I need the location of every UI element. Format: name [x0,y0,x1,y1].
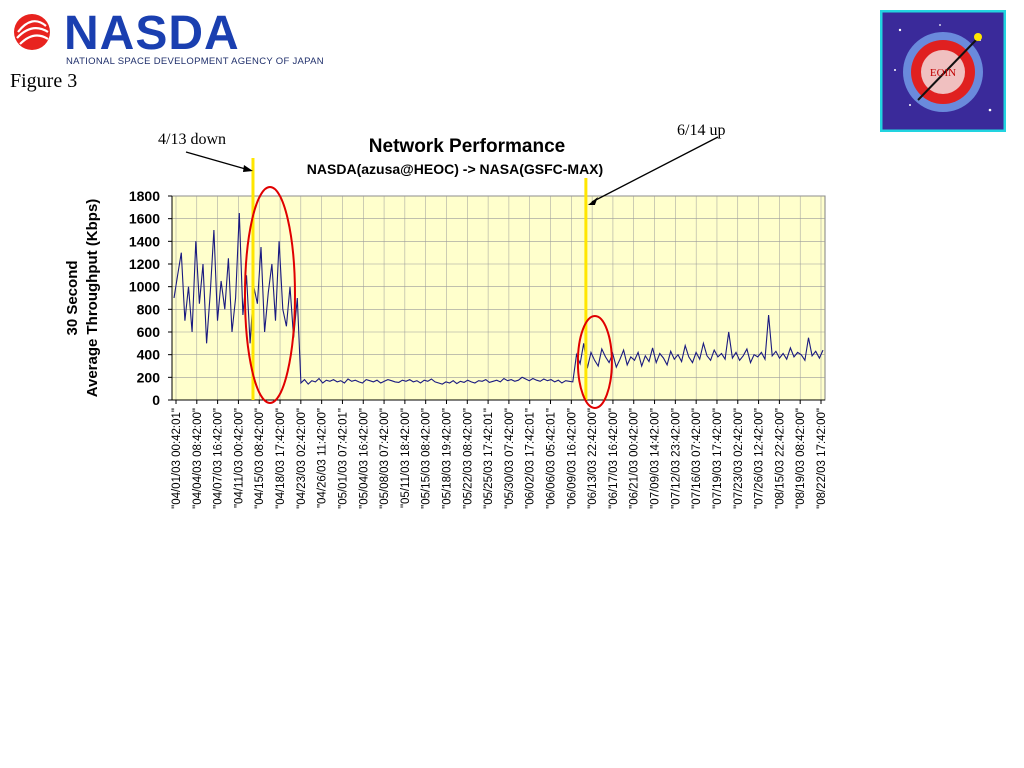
up-arrow-line [591,136,719,203]
up-arrow-head [587,197,598,205]
x-tick-label: "05/08/03 07:42:00" [379,408,391,509]
figure-label: Figure 3 [10,70,78,92]
y-tick-label: 400 [137,347,161,363]
x-tick-label: "05/01/03 07:42:01" [337,408,349,509]
y-axis-label-line1: 30 Second [64,260,81,335]
x-tick-label: "05/11/03 18:42:00" [400,408,412,508]
eoin-logo: EOIN [879,9,1007,133]
y-tick-label: 200 [137,369,161,385]
y-tick-label: 1000 [129,279,160,295]
x-tick-label: "04/18/03 17:42:00" [275,408,287,509]
up-annotation-label: 6/14 up [677,122,725,139]
down-arrow-line [185,151,250,171]
x-tick-label: "07/26/03 12:42:00" [754,408,766,509]
eoin-badge-text: EOIN [930,67,956,79]
nasda-logo: NASDA NATIONAL SPACE DEVELOPMENT AGENCY … [12,8,342,72]
up-highlight-ellipse [576,315,613,409]
x-tick-label: "06/06/03 05:42:01" [546,408,558,509]
x-tick-label: "04/07/03 16:42:00" [213,408,225,509]
x-tick-label: "07/23/03 02:42:00" [733,408,745,509]
x-tick-label: "05/22/03 08:42:00" [462,408,474,509]
x-tick-label: "05/04/03 16:42:00" [358,408,370,509]
x-tick-label: "07/09/03 14:42:00" [650,408,662,509]
x-tick-label: "06/02/03 17:42:01" [525,408,537,509]
y-tick-label: 1600 [129,211,160,227]
chart-subtitle: NASDA(azusa@HEOC) -> NASA(GSFC-MAX) [307,161,603,177]
nasda-emblem-icon [14,14,50,50]
y-axis-label-line2: Average Throughput (Kbps) [84,199,101,398]
x-tick-label: "04/01/03 00:42:01" [171,408,183,509]
y-tick-label: 600 [137,324,161,340]
down-annotation-label: 4/13 down [158,131,226,148]
x-tick-label: "07/12/03 23:42:00" [670,408,682,509]
y-tick-label: 1400 [129,233,160,249]
x-tick-label: "05/15/03 08:42:00" [421,408,433,509]
x-tick-label: "06/17/03 16:42:00" [608,408,620,509]
x-tick-label: "04/04/03 08:42:00" [192,408,204,509]
throughput-series-line [173,212,824,385]
y-tick-label: 1800 [129,188,160,204]
chart-title: Network Performance [369,136,565,157]
x-tick-label: "04/26/03 11:42:00" [317,408,329,508]
x-tick-label: "07/16/03 07:42:00" [691,408,703,509]
y-tick-label: 0 [152,392,160,408]
x-tick-label: "04/15/03 08:42:00" [254,408,266,509]
x-tick-label: "04/23/03 02:42:00" [296,408,308,509]
agency-name: NATIONAL SPACE DEVELOPMENT AGENCY OF JAP… [66,56,324,67]
nasda-wordmark: NASDA [64,7,240,60]
x-tick-label: "05/30/03 07:42:00" [504,408,516,509]
down-arrow-head [242,165,253,172]
x-tick-label: "07/19/03 17:42:00" [712,408,724,509]
x-tick-label: "05/18/03 19:42:00" [441,408,453,509]
x-tick-label: "06/13/03 22:42:00" [587,408,599,509]
x-tick-label: "06/09/03 16:42:00" [566,408,578,509]
x-tick-label: "05/25/03 17:42:01" [483,408,495,509]
x-tick-label: "08/22/03 17:42:00" [816,408,828,509]
y-tick-label: 1200 [129,256,160,272]
x-tick-label: "04/11/03 00:42:00" [233,408,245,508]
x-tick-label: "06/21/03 00:42:00" [629,408,641,509]
y-tick-label: 800 [137,301,161,317]
plot-area [171,195,826,401]
down-highlight-ellipse [243,186,296,404]
x-tick-label: "08/19/03 08:42:00" [795,408,807,509]
x-tick-label: "08/15/03 22:42:00" [774,408,786,509]
